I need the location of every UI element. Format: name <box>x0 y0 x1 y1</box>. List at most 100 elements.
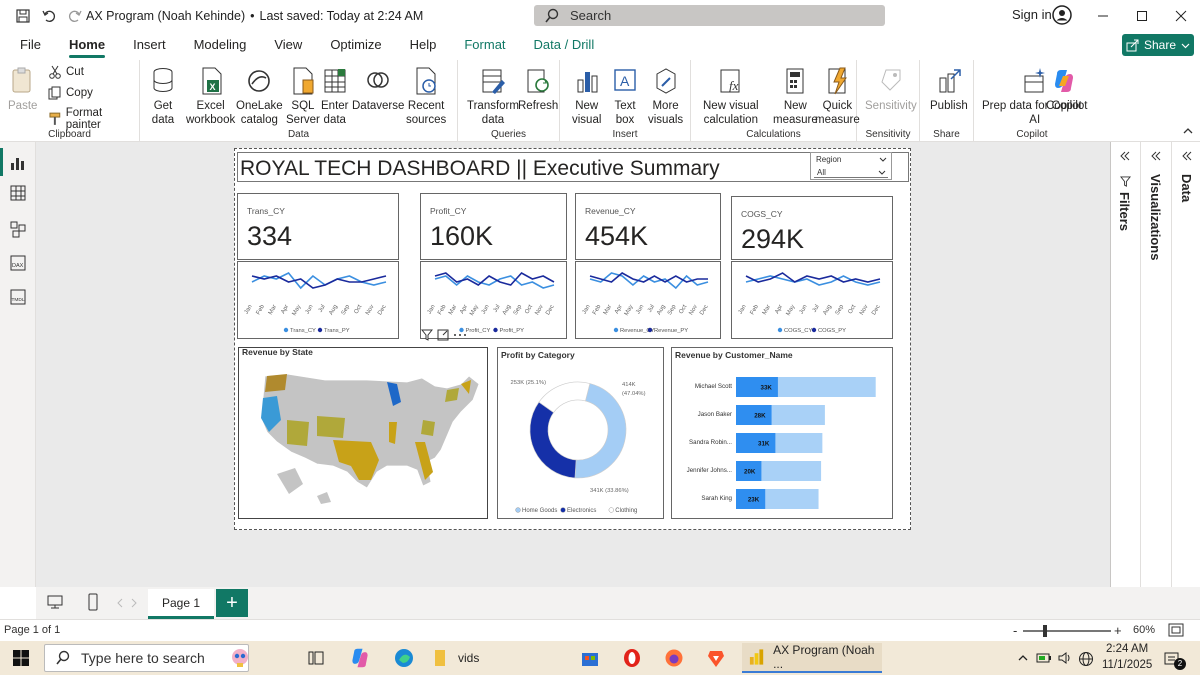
clock-date[interactable]: 11/1/2025 <box>1102 659 1153 671</box>
us-map-icon[interactable] <box>247 362 481 512</box>
zoom-in-button[interactable]: + <box>1114 623 1122 638</box>
excel-workbook-button[interactable]: X Excel workbook <box>186 66 235 127</box>
kpi-card-revenue[interactable]: Revenue_CY 454K <box>575 193 721 260</box>
chevron-left-icon[interactable] <box>116 598 124 608</box>
donut-chart-visual[interactable]: Profit by Category 414K (47.04%) 253K (25.… <box>497 347 664 519</box>
trend-chart-profit[interactable]: Jan Feb Mar Apr May Jun Jul Aug Sep Oct Nov Dec Prof… <box>420 261 567 339</box>
bar-current-year[interactable] <box>736 377 778 397</box>
chevron-right-icon[interactable] <box>130 598 138 608</box>
tab-format[interactable]: Format <box>464 37 506 52</box>
volume-icon[interactable] <box>1057 651 1073 665</box>
more-options-icon[interactable] <box>453 332 467 338</box>
network-globe-icon[interactable] <box>1078 651 1094 667</box>
windows-start-icon[interactable] <box>13 650 29 666</box>
bar-current-year[interactable] <box>736 489 766 509</box>
tab-optimize[interactable]: Optimize <box>330 37 382 52</box>
enter-data-button[interactable]: Enter data <box>321 66 349 127</box>
chevron-double-left-icon[interactable] <box>1150 150 1162 162</box>
edge-button[interactable] <box>390 645 418 671</box>
bar-current-year[interactable] <box>736 461 762 481</box>
sign-in-link[interactable]: Sign in <box>1012 7 1052 22</box>
user-avatar-icon[interactable] <box>1052 5 1072 25</box>
store-button[interactable] <box>576 645 604 671</box>
opera-button[interactable] <box>618 645 646 671</box>
filters-pane[interactable]: Filters <box>1111 142 1141 587</box>
firefox-button[interactable] <box>660 645 688 671</box>
get-data-button[interactable]: Get data <box>150 66 176 127</box>
tab-file[interactable]: File <box>20 37 41 52</box>
refresh-button[interactable]: Refresh <box>518 66 558 113</box>
tmdl-view-icon[interactable]: TMDL <box>9 288 27 306</box>
search-box[interactable]: Search <box>534 5 885 26</box>
redo-icon[interactable] <box>58 0 92 32</box>
cut-button[interactable]: Cut <box>48 65 84 79</box>
format-painter-button[interactable]: Format painter <box>48 107 139 131</box>
task-view-button[interactable] <box>302 645 330 671</box>
region-slicer[interactable]: Region All <box>810 152 892 180</box>
kpi-card-cogs[interactable]: COGS_CY 294K <box>731 196 893 260</box>
zoom-out-button[interactable]: - <box>1013 623 1018 638</box>
tab-help[interactable]: Help <box>409 37 437 52</box>
kpi-card-profit[interactable]: Profit_CY 160K <box>420 193 567 260</box>
new-visual-button[interactable]: New visual <box>572 66 601 127</box>
brave-button[interactable] <box>702 645 730 671</box>
file-explorer-button[interactable]: vids <box>432 645 492 671</box>
publish-button[interactable]: Publish <box>930 66 968 113</box>
add-page-button[interactable]: + <box>216 589 248 617</box>
trend-chart-trans[interactable]: Jan Feb Mar Apr May Jun Jul Aug Sep Oct Nov Dec Tran… <box>237 261 399 339</box>
transform-data-button[interactable]: Transform data <box>467 66 519 127</box>
bar-current-year[interactable] <box>736 405 772 425</box>
data-pane[interactable]: Data <box>1173 142 1200 587</box>
dax-query-view-icon[interactable]: DAX <box>9 254 27 272</box>
copy-button[interactable]: Copy <box>48 86 93 100</box>
tab-data-drill[interactable]: Data / Drill <box>533 37 595 52</box>
taskbar-search[interactable]: Type here to search <box>44 644 249 672</box>
chevron-up-icon[interactable] <box>1017 653 1029 663</box>
close-window-button[interactable] <box>1158 0 1200 32</box>
undo-icon[interactable] <box>32 0 66 32</box>
trend-chart-cogs[interactable]: Jan Feb Mar Apr May Jun Jul Aug Sep Oct Nov Dec COGS… <box>731 261 893 339</box>
quick-measure-button[interactable]: Quick measure <box>815 66 860 127</box>
sql-server-button[interactable]: SQL Server <box>286 66 320 127</box>
filter-icon[interactable] <box>421 329 433 341</box>
maximize-button[interactable] <box>1119 0 1165 32</box>
text-box-button[interactable]: A Text box <box>612 66 638 127</box>
table-view-icon[interactable] <box>9 184 27 202</box>
tab-home[interactable]: Home <box>55 37 119 58</box>
paste-button[interactable]: Paste <box>8 66 37 113</box>
fit-to-page-icon[interactable] <box>1168 623 1184 637</box>
prep-data-copilot-button[interactable]: Prep data for Copilot AI <box>982 66 1087 127</box>
new-visual-calculation-button[interactable]: fx New visual calculation <box>703 66 759 127</box>
onelake-catalog-button[interactable]: OneLake catalog <box>236 66 283 127</box>
clock-time[interactable]: 2:24 AM <box>1106 643 1149 655</box>
collapse-ribbon-icon[interactable] <box>1182 126 1194 136</box>
dataverse-button[interactable]: Dataverse <box>352 66 404 113</box>
more-visuals-button[interactable]: More visuals <box>648 66 683 127</box>
copilot-button[interactable]: Copilot <box>1046 66 1082 113</box>
sensitivity-button[interactable]: Sensitivity <box>865 66 917 113</box>
recent-sources-button[interactable]: Recent sources <box>406 66 446 127</box>
chevron-double-left-icon[interactable] <box>1119 150 1131 162</box>
mobile-layout-icon[interactable] <box>86 592 100 612</box>
tab-insert[interactable]: Insert <box>133 37 166 52</box>
slicer-dropdown[interactable]: All <box>814 167 888 178</box>
bar-chart-visual[interactable]: Revenue by Customer_Name Michael Scott 33… <box>671 347 893 519</box>
donut-slice-clothing[interactable] <box>574 383 627 479</box>
donut-slice-home-goods[interactable] <box>538 381 591 413</box>
share-button[interactable]: Share <box>1122 34 1194 56</box>
donut-slice-electronics[interactable] <box>529 401 577 479</box>
save-icon[interactable] <box>6 0 40 32</box>
new-measure-button[interactable]: New measure <box>773 66 818 127</box>
page-tab[interactable]: Page 1 <box>148 589 214 619</box>
kpi-card-trans[interactable]: Trans_CY 334 <box>237 193 399 260</box>
zoom-slider[interactable] <box>1023 630 1111 632</box>
dashboard-title-box[interactable]: ROYAL TECH DASHBOARD || Executive Summar… <box>237 152 909 182</box>
model-view-icon[interactable] <box>9 220 27 238</box>
bar-current-year[interactable] <box>736 433 776 453</box>
focus-mode-icon[interactable] <box>437 329 449 341</box>
power-bi-taskbar-button[interactable]: AX Program (Noah ... <box>742 643 882 673</box>
copilot-taskbar-button[interactable] <box>346 645 374 671</box>
report-view-icon[interactable] <box>9 154 27 172</box>
desktop-layout-icon[interactable] <box>46 593 64 611</box>
zoom-slider-thumb[interactable] <box>1043 625 1047 637</box>
